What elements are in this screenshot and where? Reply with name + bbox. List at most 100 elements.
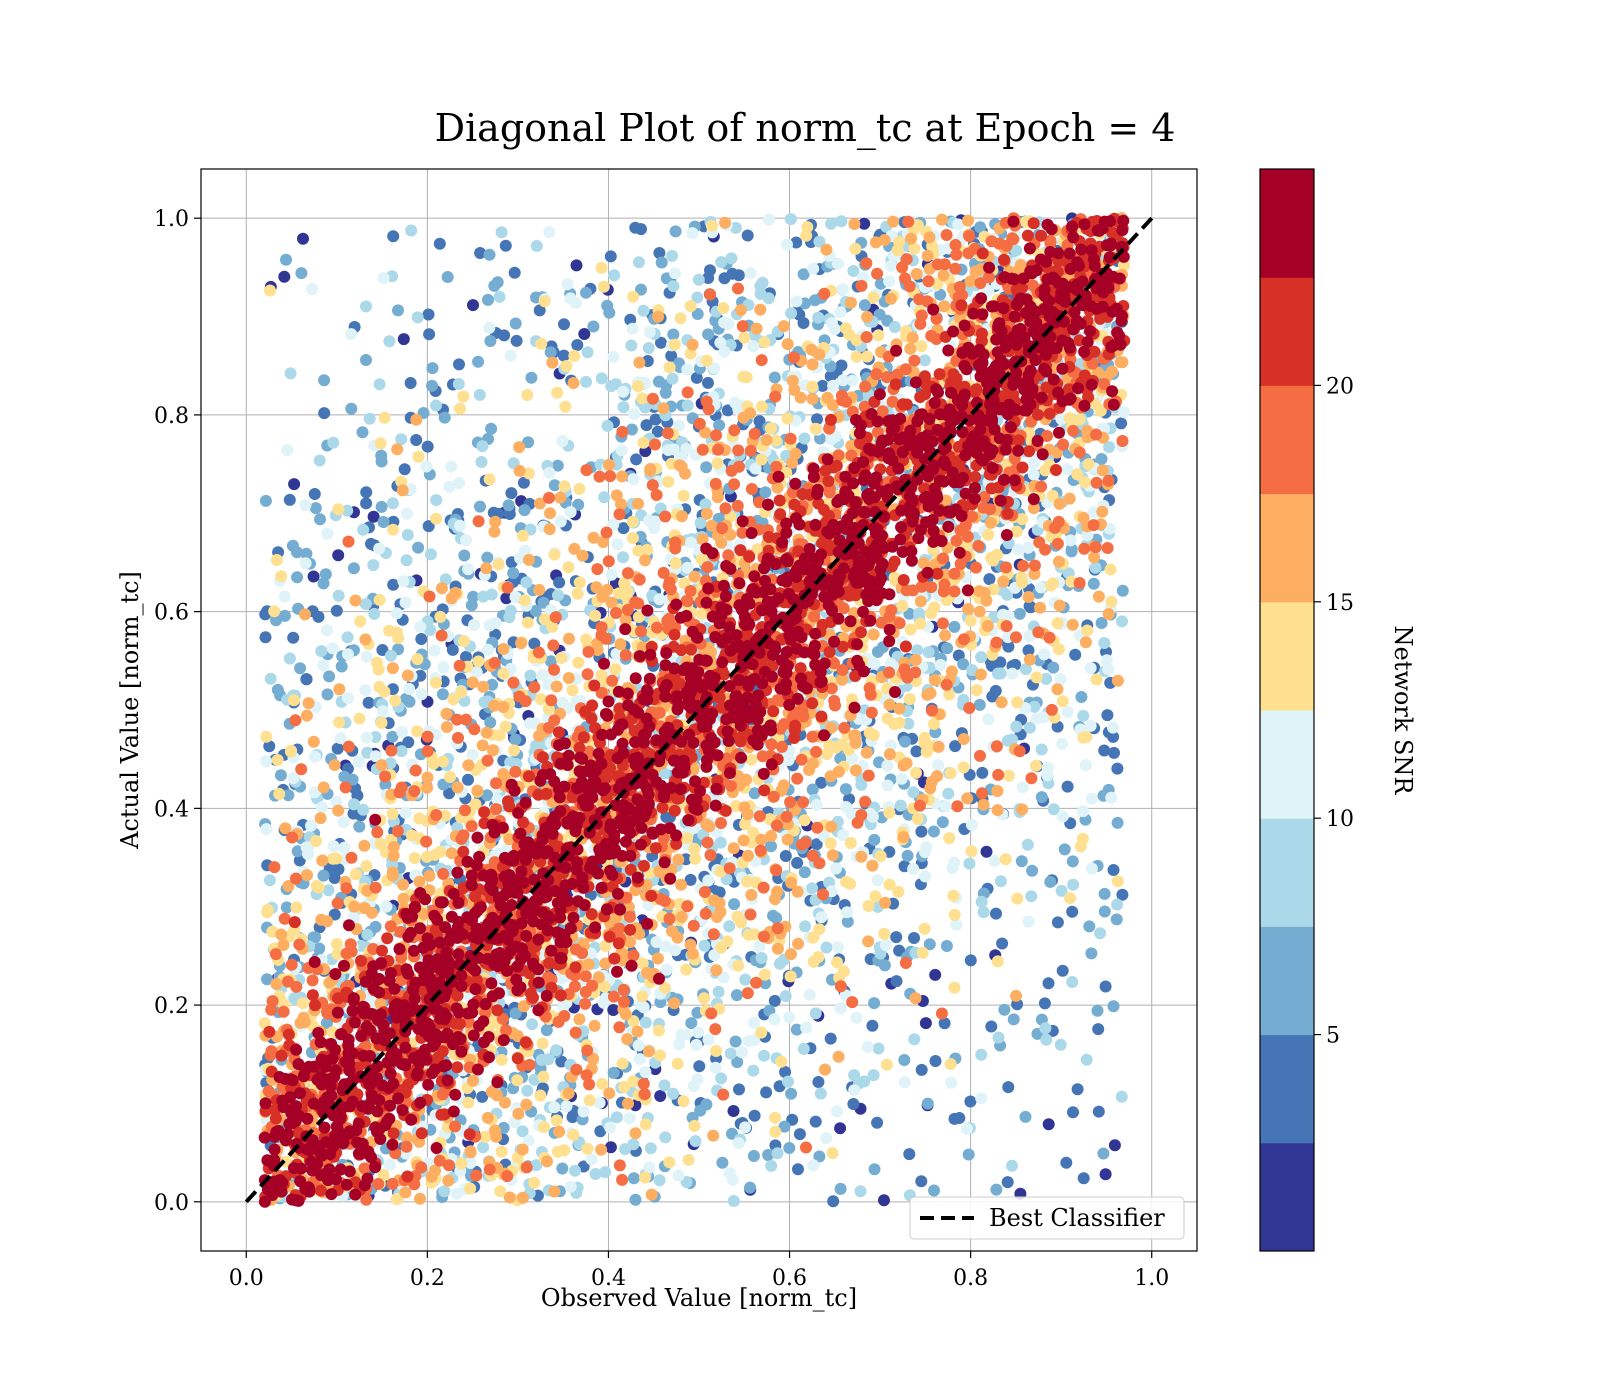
scatter-point: [321, 624, 333, 637]
scatter-point: [484, 716, 497, 729]
scatter-point: [948, 908, 961, 921]
scatter-point: [989, 684, 1002, 697]
scatter-point: [1104, 563, 1117, 576]
scatter-point: [521, 616, 534, 629]
scatter-point: [1107, 721, 1119, 734]
scatter-point: [368, 607, 381, 620]
scatter-point: [349, 594, 362, 607]
scatter-point: [840, 801, 853, 813]
scatter-point: [790, 295, 803, 308]
scatter-point: [991, 785, 1004, 797]
scatter-point: [571, 339, 584, 351]
scatter-point: [375, 716, 388, 729]
scatter-point: [849, 764, 862, 777]
scatter-point: [605, 568, 618, 581]
scatter-point: [333, 683, 346, 696]
scatter-point: [581, 346, 594, 359]
scatter-point: [790, 236, 803, 249]
scatter-point: [482, 293, 494, 306]
scatter-point: [1056, 810, 1069, 823]
scatter-point: [541, 1155, 553, 1168]
scatter-point: [1075, 691, 1088, 703]
scatter-point: [607, 1066, 620, 1079]
scatter-point: [717, 302, 730, 315]
scatter-point: [688, 842, 701, 855]
scatter-point: [398, 463, 411, 476]
scatter-point: [330, 938, 343, 950]
scatter-point: [946, 862, 959, 875]
scatter-point: [352, 755, 365, 768]
scatter-point: [284, 745, 297, 758]
scatter-point: [991, 955, 1004, 968]
scatter-point: [1080, 1053, 1093, 1066]
scatter-point: [688, 1119, 701, 1132]
scatter-point: [1022, 915, 1035, 928]
scatter-point: [1105, 791, 1118, 804]
scatter-point: [1022, 644, 1035, 657]
scatter-point: [883, 275, 896, 288]
scatter-point: [604, 1141, 617, 1154]
scatter-point: [433, 237, 446, 250]
scatter-point: [1039, 1022, 1052, 1035]
scatter-point: [861, 350, 874, 363]
scatter-point: [444, 771, 456, 783]
scatter-point: [824, 837, 837, 850]
scatter-point: [555, 1055, 568, 1068]
scatter-point: [1071, 1083, 1084, 1096]
scatter-point: [317, 869, 330, 882]
scatter-point: [375, 455, 388, 468]
scatter-point: [453, 358, 465, 371]
scatter-point: [1023, 600, 1036, 613]
scatter-point: [768, 371, 781, 384]
scatter-point: [674, 312, 687, 325]
scatter-point: [779, 1066, 792, 1078]
scatter-point: [405, 224, 418, 237]
scatter-point: [493, 290, 506, 303]
scatter-point: [485, 422, 498, 435]
scatter-point: [1035, 791, 1048, 804]
scatter-point: [748, 1016, 761, 1029]
scatter-point: [945, 1076, 958, 1089]
scatter-point: [335, 660, 348, 673]
scatter-point: [633, 1053, 646, 1066]
scatter-point: [977, 906, 990, 919]
scatter-point: [597, 280, 610, 293]
scatter-point: [807, 1159, 820, 1172]
scatter-point: [472, 655, 485, 668]
scatter-point: [908, 1033, 921, 1046]
scatter-point: [1077, 1172, 1090, 1185]
scatter-point: [1098, 905, 1111, 918]
scatter-point: [939, 800, 952, 813]
scatter-point: [692, 273, 705, 286]
scatter-point: [341, 692, 354, 705]
scatter-point: [551, 459, 564, 472]
scatter-point: [741, 229, 754, 242]
scatter-point: [330, 604, 343, 617]
scatter-point: [727, 1105, 740, 1117]
scatter-point: [1039, 464, 1052, 477]
scatter-point: [973, 698, 986, 711]
scatter-point: [537, 596, 550, 609]
scatter-point: [866, 859, 879, 872]
scatter-point: [312, 881, 325, 894]
scatter-point: [834, 306, 847, 319]
scatter-point: [420, 850, 433, 863]
scatter-point: [689, 1135, 702, 1148]
scatter-point: [681, 399, 694, 412]
scatter-point: [618, 1080, 631, 1093]
scatter-point: [300, 673, 313, 686]
scatter-point: [941, 642, 954, 655]
scatter-point: [976, 766, 989, 779]
scatter-point: [1051, 916, 1064, 929]
scatter-point: [315, 801, 328, 814]
scatter-point: [977, 798, 990, 811]
scatter-point: [481, 1111, 494, 1124]
scatter-point: [360, 497, 373, 510]
scatter-point: [792, 1163, 804, 1176]
scatter-point: [769, 1111, 782, 1124]
scatter-point: [521, 389, 534, 401]
scatter-point: [665, 349, 678, 362]
scatter-point: [1064, 892, 1077, 905]
scatter-point: [321, 527, 334, 540]
scatter-point: [1042, 977, 1055, 990]
